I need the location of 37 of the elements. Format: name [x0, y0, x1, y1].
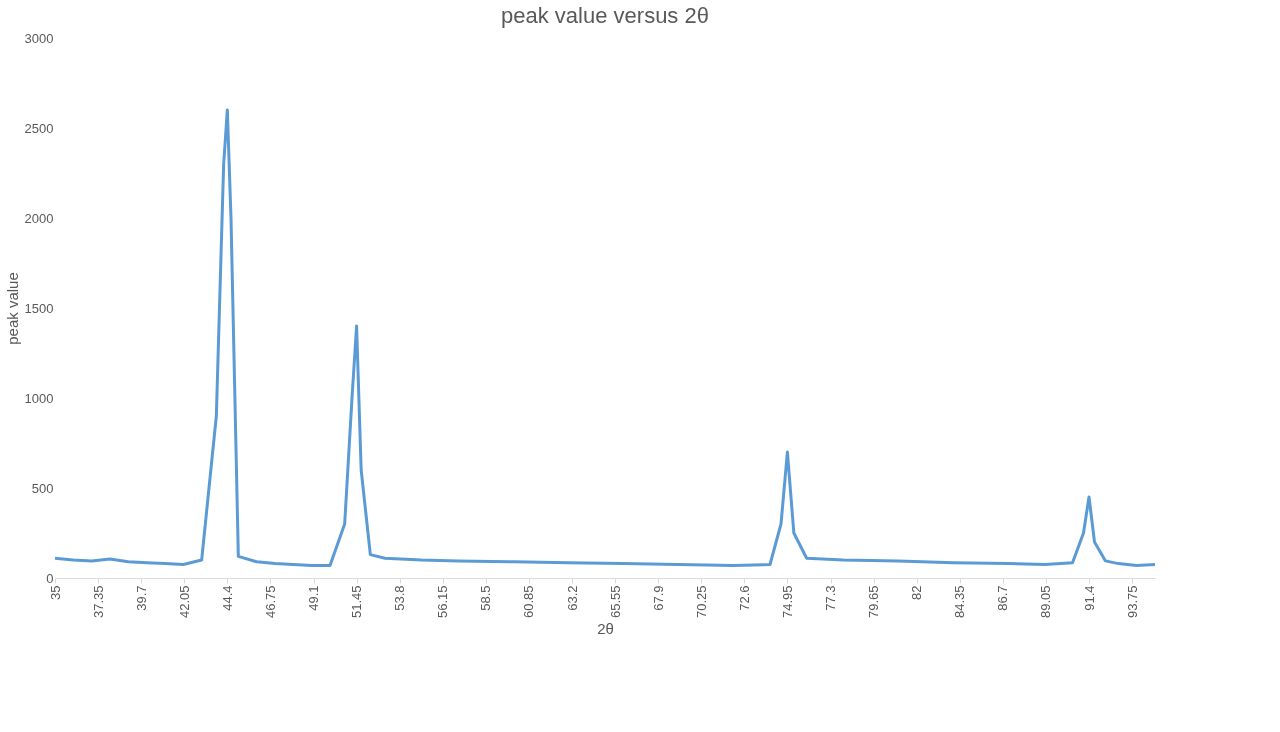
x-tick-label: 84.35	[952, 585, 968, 619]
x-tick-label: 51.45	[349, 585, 365, 619]
y-tick-label: 3000	[24, 30, 54, 46]
line-series	[53, 108, 1157, 567]
x-tick-label: 74.95	[779, 585, 795, 619]
x-tick-label: 42.05	[176, 585, 192, 619]
x-axis-title: 2θ	[597, 620, 614, 638]
x-tick-label: 79.65	[866, 585, 882, 619]
x-tick-label: 58.5	[478, 585, 494, 611]
x-tick-label: 56.15	[435, 585, 451, 619]
y-tick-label: 2000	[24, 210, 54, 226]
y-tick-label: 500	[31, 480, 54, 496]
x-tick-label: 65.55	[607, 585, 623, 619]
y-axis-title: peak value	[3, 272, 21, 345]
x-tick-label: 91.4	[1081, 585, 1097, 611]
x-tick-label: 49.1	[306, 585, 321, 611]
x-tick-label: 89.05	[1038, 585, 1054, 619]
x-tick-label: 53.8	[392, 585, 408, 611]
x-tick-label: 60.85	[521, 585, 537, 619]
x-tick-label: 77.3	[823, 585, 838, 611]
chart-title: peak value versus 2θ	[501, 3, 709, 28]
x-tick-label: 82	[909, 585, 925, 600]
x-tick-label: 86.7	[995, 585, 1011, 611]
x-tick-label: 93.75	[1124, 585, 1140, 619]
x-tick-label: 63.2	[564, 585, 580, 611]
x-tick-label: 70.25	[693, 585, 709, 619]
x-tick-label: 67.9	[650, 585, 666, 611]
y-tick-label: 1500	[24, 300, 54, 316]
x-tick-label: 39.7	[133, 585, 149, 611]
x-tick-label: 46.75	[262, 585, 278, 619]
x-tick-label: 35	[47, 585, 63, 600]
x-tick-label: 44.4	[219, 585, 235, 611]
y-tick-label: 2500	[24, 120, 54, 136]
y-tick-label: 1000	[24, 390, 54, 406]
y-tick-label: 0	[46, 570, 54, 586]
x-tick-label: 37.35	[90, 585, 106, 619]
x-tick-label: 72.6	[736, 585, 752, 611]
